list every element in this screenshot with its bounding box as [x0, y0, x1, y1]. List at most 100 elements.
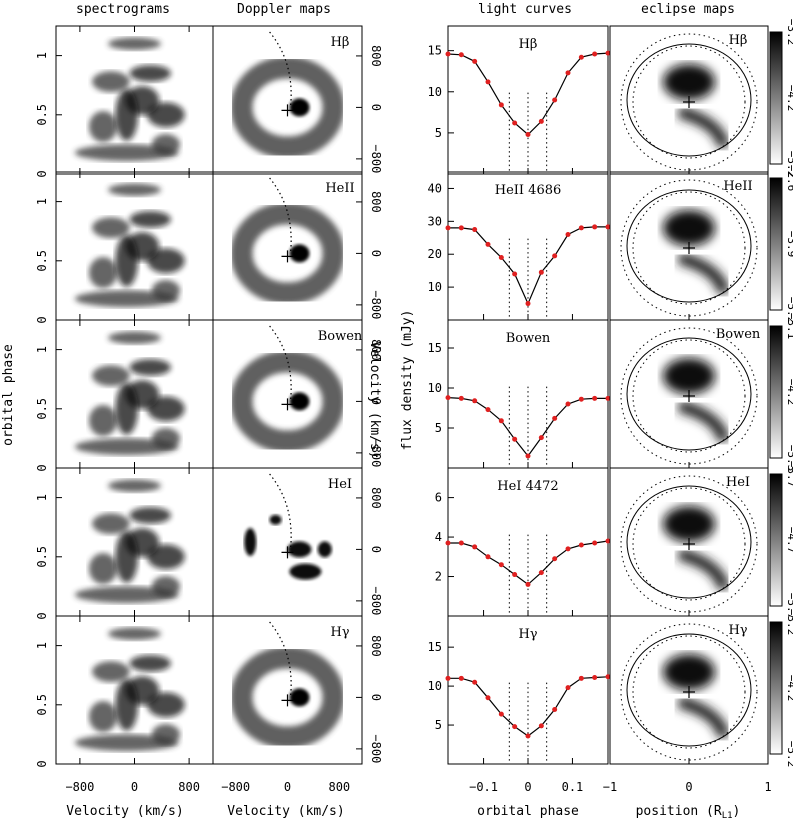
colorbar-tick-label: −5.3 [785, 445, 793, 472]
data-point [605, 674, 611, 680]
data-point [592, 395, 598, 401]
colorbar-tick-label: −3.9 [785, 231, 793, 258]
ylabel-orbital-phase: orbital phase [1, 344, 16, 446]
doppler-ring [230, 350, 345, 453]
colorbar-tick-label: −3.2 [785, 609, 793, 636]
doppler-map-HeI: HeI 800 0 −800 [212, 467, 383, 617]
velocity-x-tick-label: 800 [328, 780, 350, 794]
data-point [552, 556, 558, 562]
data-point [498, 102, 504, 108]
position-x-tick-label: 1 [764, 780, 771, 794]
colorbar-tick-label: −4.2 [785, 85, 793, 112]
flux-tick-label: 20 [428, 247, 442, 261]
data-point [578, 225, 584, 231]
data-point [445, 225, 451, 231]
spectrogram-blob [108, 37, 161, 50]
eclipse-map-label: HeI [726, 475, 750, 490]
doppler-tick-label: 800 [369, 339, 383, 361]
data-point [565, 546, 571, 552]
data-point [565, 685, 571, 691]
flux-tick-label: 15 [428, 640, 442, 654]
doppler-label: Hγ [330, 625, 349, 640]
phase-tick-label: 0 [35, 170, 49, 177]
eclipse-bright-spot [663, 64, 715, 100]
data-point [498, 418, 504, 424]
light-curve-label: Bowen [506, 331, 551, 346]
data-point [445, 540, 451, 546]
spectrogram-HeI: 00.51 [35, 467, 214, 620]
light-curve-label: Hγ [518, 627, 537, 642]
data-point [472, 679, 478, 685]
eclipse-map-label: Hβ [729, 33, 748, 48]
center-cross [683, 686, 695, 698]
center-cross [281, 104, 294, 117]
doppler-ring [230, 56, 345, 159]
doppler-map-Hβ: Hβ 800 0 −800 [212, 25, 383, 175]
data-point [525, 301, 531, 307]
light-curve-label: Hβ [519, 37, 538, 52]
data-point [605, 50, 611, 56]
colorbar-tick-label: −3.7 [785, 461, 793, 488]
doppler-tick-label: 800 [369, 487, 383, 509]
contour-line [626, 43, 752, 157]
data-point [485, 695, 491, 701]
spectrogram-blob [151, 428, 181, 449]
data-point [538, 570, 544, 576]
spectrogram-blob [88, 111, 118, 143]
spectrogram-blob [92, 513, 130, 535]
eclipse-spiral [677, 696, 730, 739]
center-cross [683, 242, 695, 254]
doppler-frame [212, 25, 363, 175]
flux-tick-label: 6 [435, 491, 442, 505]
doppler-label: HeII [325, 181, 354, 196]
flux-tick-label: 2 [435, 570, 442, 584]
primary-roche-lobe [620, 475, 758, 613]
spectrogram-blob [92, 365, 130, 387]
data-point [445, 51, 451, 57]
center-cross [683, 538, 695, 550]
colorbar-tick-label: −5.7 [785, 593, 793, 620]
doppler-frame [212, 615, 363, 765]
contour-line [626, 633, 752, 747]
contour-line [626, 485, 752, 599]
eclipse-spiral [677, 548, 730, 591]
colorbar-tick-label: −2.6 [785, 165, 793, 192]
eclipse-map-Hβ: Hβ [609, 25, 769, 175]
center-cross [281, 694, 294, 707]
light-curve-label: HeII 4686 [495, 183, 562, 198]
data-point [458, 52, 464, 58]
spectrogram-blob [74, 144, 179, 161]
flux-tick-label: 10 [428, 280, 442, 294]
eclipse-map-label: HeII [723, 179, 752, 194]
data-point [552, 253, 558, 259]
eclipse-map-HeI: HeI [609, 467, 769, 617]
data-point [458, 225, 464, 231]
phase-tick-label: 0 [35, 612, 49, 619]
spectrogram-blob [129, 65, 171, 82]
eclipse-spiral [677, 106, 730, 149]
colorbar [769, 177, 783, 311]
spectrogram-Hβ: 00.51 [35, 25, 214, 178]
spectrogram-blob [151, 576, 181, 597]
xlabel-position-suffix: ) [733, 804, 741, 819]
eclipse-map-Bowen: Bowen [609, 319, 769, 469]
xlabel-position: position (RL1) [636, 804, 741, 821]
colorbar [769, 325, 783, 459]
doppler-tick-label: 0 [369, 250, 383, 257]
doppler-tick-label: 0 [369, 104, 383, 111]
spectrogram-blob [88, 701, 118, 733]
doppler-tick-label: 800 [369, 45, 383, 67]
center-cross [683, 390, 695, 402]
data-point [512, 572, 518, 578]
spectrogram-blob [151, 724, 181, 745]
xlabel-orbital-phase: orbital phase [477, 804, 579, 819]
phase-tick-label: 1 [35, 198, 49, 205]
eclipse-map-label: Hγ [728, 623, 747, 638]
data-point [512, 271, 518, 277]
data-point [472, 58, 478, 64]
doppler-tick-label: −800 [369, 438, 383, 467]
spectrogram-blob [74, 438, 179, 455]
